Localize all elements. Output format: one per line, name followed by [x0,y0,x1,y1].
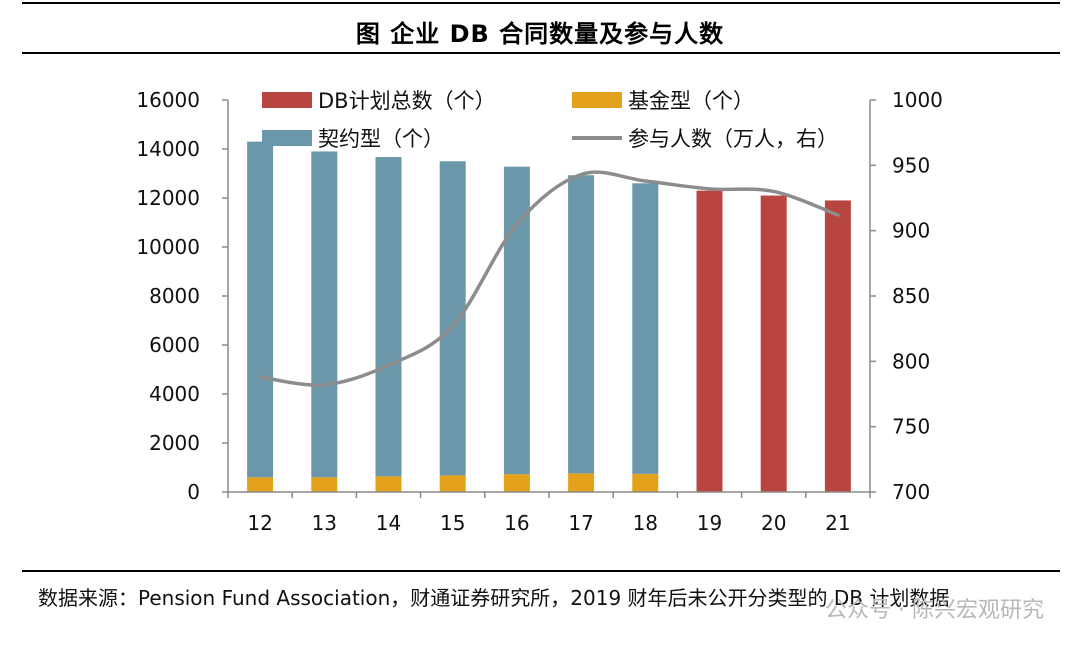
legend-label: 基金型（个） [628,89,754,113]
right-tick-label: 700 [892,480,930,504]
right-tick-label: 750 [892,415,930,439]
legend-swatch-bar [262,92,312,108]
bar-fund-18 [632,473,659,492]
left-tick-label: 0 [187,480,200,504]
bar-fund-14 [375,476,402,492]
source-note: 数据来源：Pension Fund Association，财通证券研究所，20… [38,586,950,610]
bar-total-19 [696,190,723,492]
left-tick-label: 16000 [136,88,200,112]
x-tick-label: 16 [504,511,529,535]
axes: 0 2000 4000 6000 8000 10000 12000 14000 16000 700… [136,88,943,535]
right-tick-label: 800 [892,349,930,373]
right-tick-label: 850 [892,284,930,308]
left-tick-label: 2000 [149,431,200,455]
x-tick-label: 17 [568,511,593,535]
right-tick-label: 1000 [892,88,943,112]
left-tick-label: 8000 [149,284,200,308]
bar-contract-12 [247,141,274,478]
title-rule [22,52,1060,54]
legend: DB计划总数（个） 基金型（个） 契约型（个） 参与人数（万人，右） [262,89,838,151]
line-participants [258,170,840,387]
x-tick-label: 21 [825,511,850,535]
right-tick-label: 900 [892,219,930,243]
x-tick-label: 20 [761,511,786,535]
bar-contract-15 [439,161,466,476]
bar-total-21 [824,200,851,492]
x-tick-label: 19 [697,511,722,535]
bar-contract-16 [503,166,530,475]
top-rule [22,2,1060,4]
watermark: 公众号 · 陈兴宏观研究 [825,598,1044,623]
bar-contract-13 [311,151,338,478]
figure-title: 图 企业 DB 合同数量及参与人数 [355,20,725,48]
x-tick-label: 14 [376,511,401,535]
left-tick-label: 14000 [136,137,200,161]
legend-swatch-bar [572,92,622,108]
right-tick-label: 950 [892,153,930,177]
legend-label: DB计划总数（个） [318,89,496,113]
bar-contract-14 [375,157,402,477]
legend-swatch-bar [262,130,312,146]
bar-fund-15 [439,475,466,492]
x-tick-label: 13 [312,511,337,535]
plot-area [247,141,851,493]
bar-fund-17 [568,473,595,492]
legend-label: 契约型（个） [318,127,444,151]
left-tick-label: 4000 [149,382,200,406]
bar-contract-17 [568,175,595,474]
bar-contract-18 [632,183,659,474]
left-tick-label: 10000 [136,235,200,259]
bar-fund-12 [247,477,274,492]
x-tick-label: 15 [440,511,465,535]
x-tick-label: 12 [247,511,272,535]
source-rule [22,570,1060,572]
left-tick-label: 6000 [149,333,200,357]
bar-total-20 [760,195,787,493]
x-tick-label: 18 [633,511,658,535]
bar-fund-13 [311,477,338,492]
bar-fund-16 [503,474,530,492]
legend-label: 参与人数（万人，右） [628,127,838,151]
left-tick-label: 12000 [136,186,200,210]
